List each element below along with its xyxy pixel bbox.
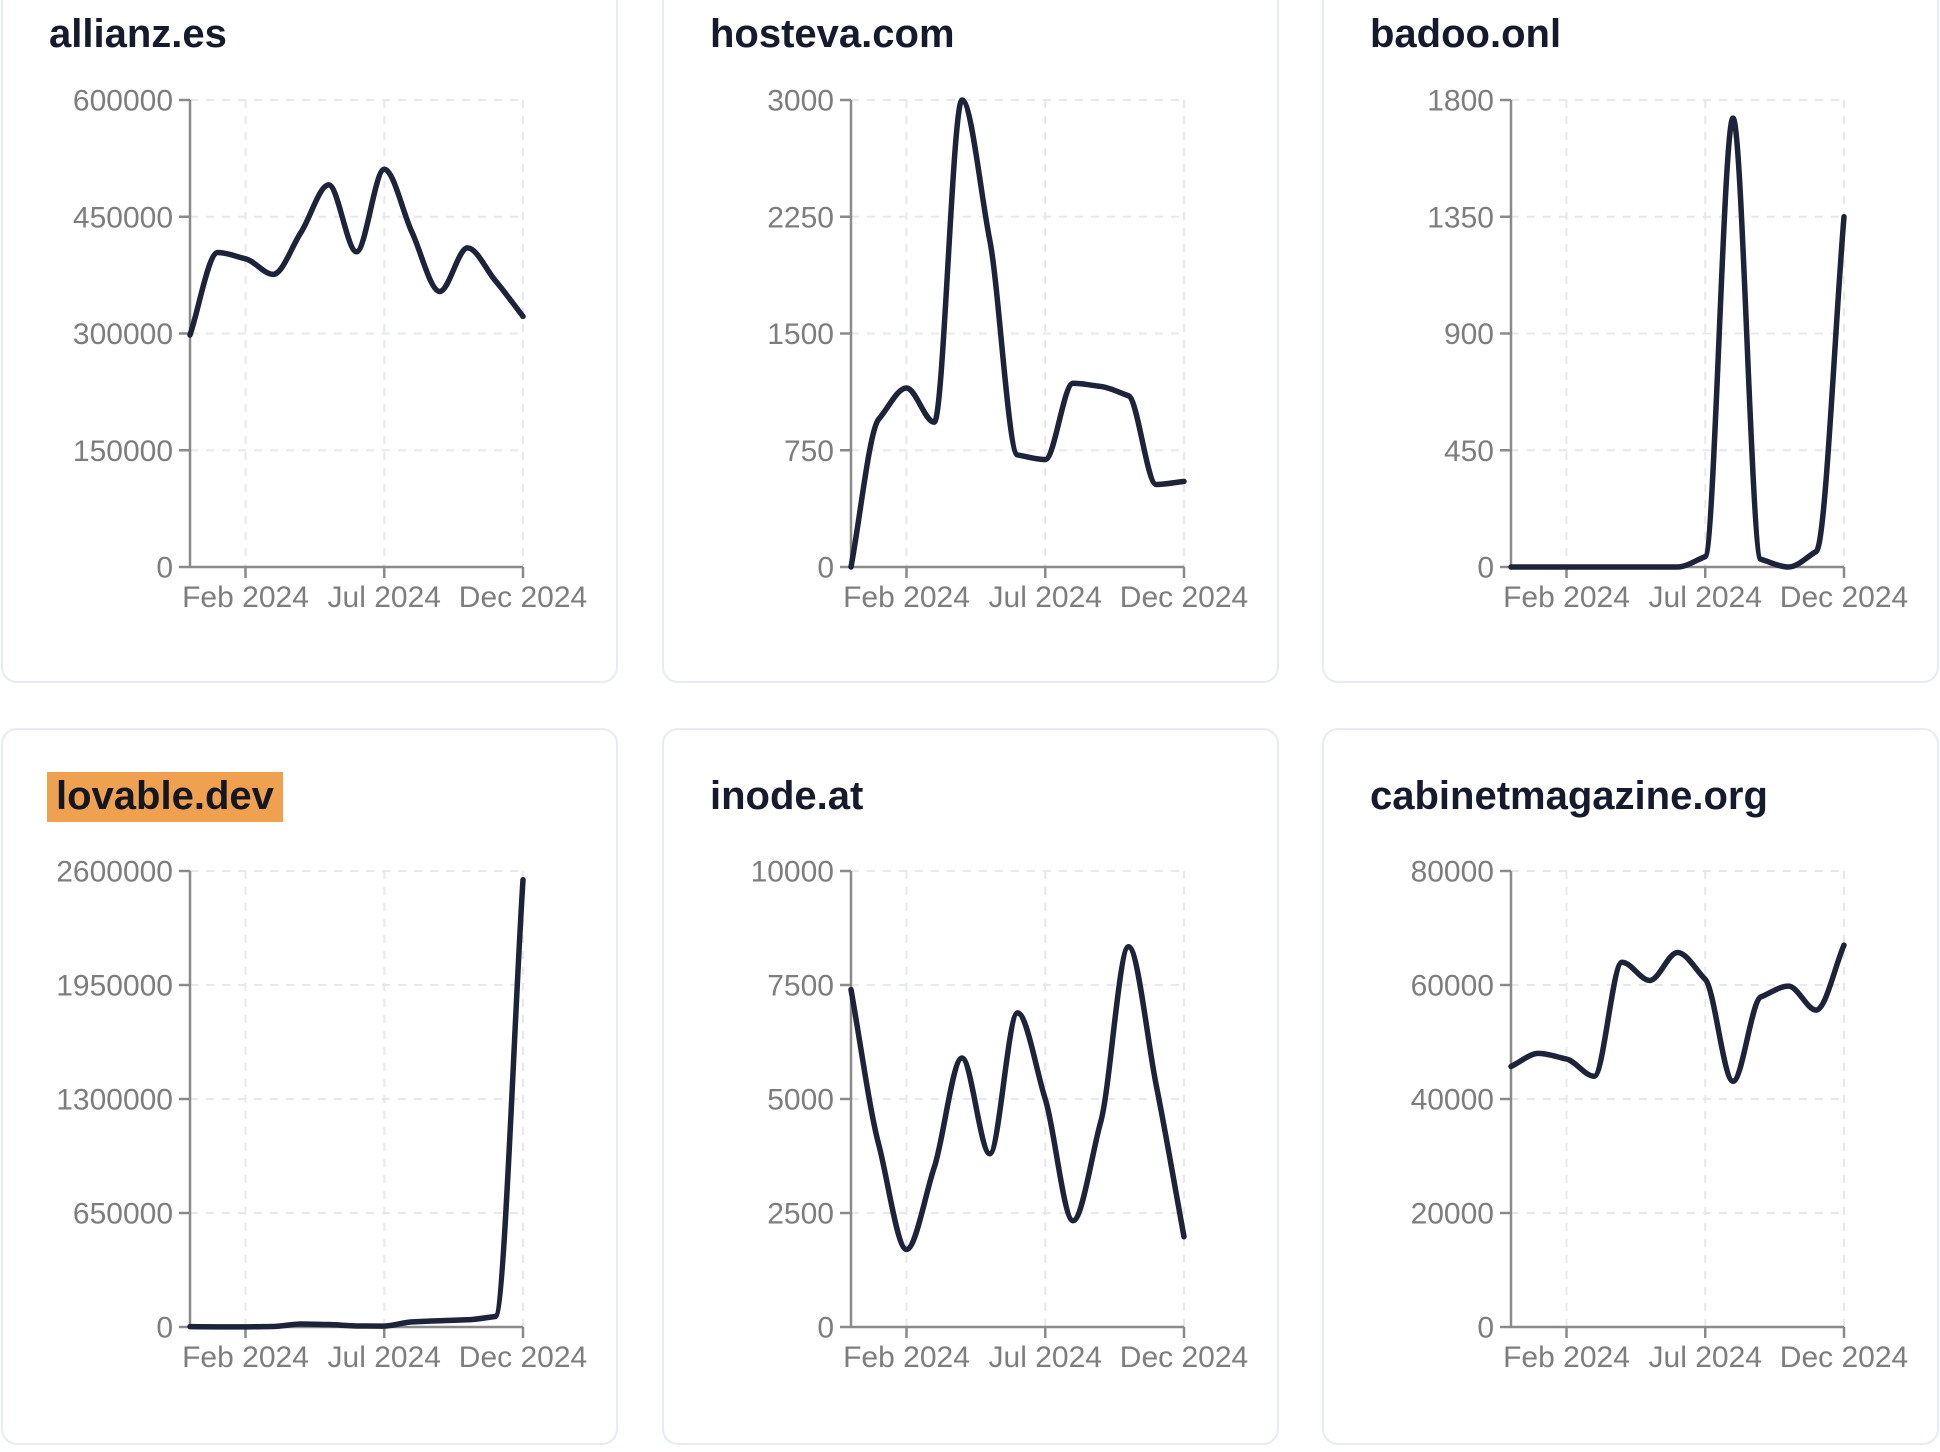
y-tick-label: 1350 [1427,201,1494,234]
chart-title: cabinetmagazine.org [1368,772,1770,820]
y-tick-label: 150000 [73,435,173,468]
y-tick-label: 1800 [1427,85,1494,118]
chart-title-text: lovable.dev [47,772,283,822]
y-tick-label: 20000 [1411,1198,1494,1231]
chart-title: inode.at [708,772,865,820]
trend-line [1508,942,1847,1085]
chart-title: hosteva.com [708,10,957,58]
chart-title-text: cabinetmagazine.org [1370,774,1768,818]
y-tick-label: 750 [784,435,834,468]
x-tick-label: Dec 2024 [1780,581,1908,614]
y-tick-label: 450 [1444,435,1494,468]
line-chart: 0 20000 40000 60000 80000 Feb 2024 Jul 2024 Dec… [1411,856,1909,1375]
x-tick-label: Jul 2024 [1649,581,1762,614]
x-tick-label: Feb 2024 [843,1341,970,1374]
trend-line [848,97,1187,570]
chart-card-inode-at: inode.at 0 2500 5000 7500 10000 Feb 2024 Jul 2… [662,728,1279,1445]
y-tick-label: 900 [1444,318,1494,351]
chart-card-cabinetmagazine-org: cabinetmagazine.org 0 20000 40000 60000 8000… [1322,728,1939,1445]
chart-card-badoo-onl: badoo.onl 0 450 900 1350 1800 Feb 2024 Jul 202… [1322,0,1939,683]
x-tick-label: Dec 2024 [1120,581,1248,614]
y-tick-label: 1950000 [56,970,173,1003]
x-tick-label: Feb 2024 [182,1341,309,1374]
y-tick-label: 0 [1477,552,1494,585]
y-tick-label: 600000 [73,85,173,118]
chart-title: badoo.onl [1368,10,1563,58]
chart-title-text: hosteva.com [710,12,955,56]
chart-title-text: badoo.onl [1370,12,1562,56]
y-tick-label: 300000 [73,318,173,351]
x-tick-label: Jul 2024 [328,581,441,614]
chart-title-text: allianz.es [49,12,227,56]
y-tick-label: 0 [1477,1312,1494,1345]
x-tick-label: Jul 2024 [989,1341,1102,1374]
line-chart: 0 750 1500 2250 3000 Feb 2024 Jul 2024 Dec 2024 [767,85,1248,615]
y-tick-label: 650000 [73,1198,173,1231]
y-tick-label: 2250 [767,201,834,234]
y-tick-label: 10000 [751,856,834,889]
y-tick-label: 2600000 [56,856,173,889]
y-tick-label: 0 [817,1312,834,1345]
chart-title-text: inode.at [710,774,864,818]
x-tick-label: Feb 2024 [843,581,970,614]
line-chart: 0 2500 5000 7500 10000 Feb 2024 Jul 2024 Dec 20… [751,856,1249,1375]
x-tick-label: Dec 2024 [459,581,587,614]
y-tick-label: 2500 [767,1198,834,1231]
x-tick-label: Feb 2024 [1503,581,1630,614]
x-tick-label: Feb 2024 [182,581,309,614]
x-tick-label: Dec 2024 [459,1341,587,1374]
x-tick-label: Dec 2024 [1780,1341,1908,1374]
chart-card-hosteva-com: hosteva.com 0 750 1500 2250 3000 Feb 2024 Jul … [662,0,1279,683]
y-tick-label: 7500 [767,970,834,1003]
y-tick-label: 80000 [1411,856,1494,889]
y-tick-label: 40000 [1411,1084,1494,1117]
y-tick-label: 5000 [767,1084,834,1117]
y-tick-label: 3000 [767,85,834,118]
y-tick-label: 0 [156,552,173,585]
y-tick-label: 450000 [73,201,173,234]
line-chart: 0 450 900 1350 1800 Feb 2024 Jul 2024 Dec 2024 [1427,85,1908,615]
chart-title: lovable.dev [47,772,283,822]
y-tick-label: 60000 [1411,970,1494,1003]
x-tick-label: Dec 2024 [1120,1341,1248,1374]
chart-title: allianz.es [47,10,229,58]
x-tick-label: Jul 2024 [989,581,1102,614]
chart-card-allianz-es: allianz.es 0 150000 300000 450000 600000 Feb … [1,0,618,683]
y-tick-label: 1500 [767,318,834,351]
x-tick-label: Jul 2024 [1649,1341,1762,1374]
y-tick-label: 0 [156,1312,173,1345]
x-tick-label: Feb 2024 [1503,1341,1630,1374]
y-tick-label: 0 [817,552,834,585]
y-tick-label: 1300000 [56,1084,173,1117]
line-chart: 0 650000 1300000 1950000 2600000 Feb 2024 Jul … [56,856,587,1375]
trend-line [187,166,526,338]
trend-line [848,943,1187,1253]
trend-line [187,877,526,1330]
trend-line [1508,115,1847,570]
chart-card-lovable-dev: lovable.dev 0 650000 1300000 1950000 2600000… [1,728,618,1445]
line-chart: 0 150000 300000 450000 600000 Feb 2024 Jul 202… [73,85,587,615]
x-tick-label: Jul 2024 [328,1341,441,1374]
